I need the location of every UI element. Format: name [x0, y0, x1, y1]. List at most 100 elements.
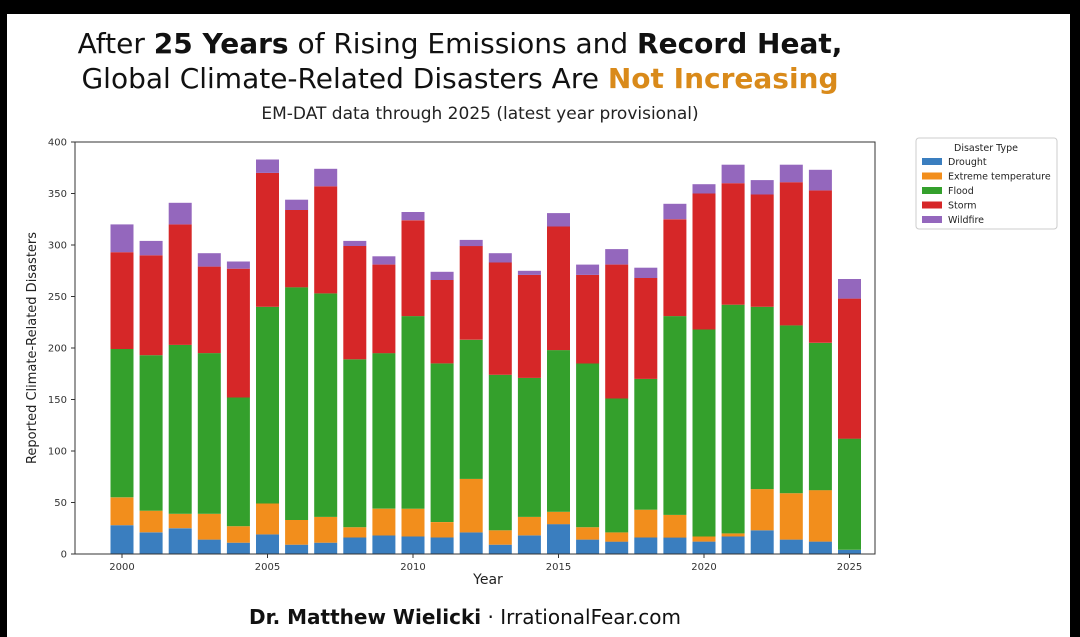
chart-subtitle: EM-DAT data through 2025 (latest year pr…	[261, 104, 699, 124]
bar-wildfire-2014	[517, 270, 541, 275]
bar-drought-2018	[634, 537, 658, 554]
bar-storm-2022	[750, 194, 774, 307]
y-tick-label: 300	[48, 241, 67, 252]
bar-storm-2007	[314, 186, 338, 294]
bar-storm-2024	[808, 190, 832, 343]
bar-wildfire-2009	[372, 256, 396, 265]
bar-wildfire-2017	[605, 249, 629, 265]
bar-flood-2022	[750, 306, 774, 490]
bar-storm-2011	[430, 280, 454, 364]
bar-wildfire-2011	[430, 271, 454, 280]
bar-extreme-temperature-2017	[605, 532, 629, 542]
bar-flood-2007	[314, 293, 338, 517]
bar-flood-2017	[605, 398, 629, 533]
bar-extreme-temperature-2012	[459, 478, 483, 533]
bar-wildfire-2025	[838, 279, 861, 299]
bar-drought-2001	[139, 532, 163, 554]
bar-flood-2015	[547, 350, 570, 512]
x-tick-label: 2015	[546, 562, 571, 573]
bar-storm-2009	[372, 264, 396, 354]
bar-storm-2000	[110, 252, 134, 349]
bar-drought-2010	[401, 536, 425, 554]
x-tick-label: 2010	[400, 562, 425, 573]
bar-drought-2019	[663, 537, 687, 554]
bar-storm-2005	[256, 172, 279, 307]
bar-extreme-temperature-2004	[226, 526, 250, 543]
legend-title: Disaster Type	[954, 143, 1018, 154]
bar-flood-2025	[838, 438, 861, 550]
bar-flood-2003	[197, 353, 221, 514]
bar-extreme-temperature-2020	[692, 536, 716, 542]
bar-storm-2012	[459, 246, 483, 340]
legend-label-flood: Flood	[948, 186, 974, 197]
bar-flood-2009	[372, 353, 396, 509]
bar-storm-2018	[634, 278, 658, 379]
y-tick-label: 150	[48, 395, 67, 406]
bar-flood-2021	[721, 304, 745, 534]
bar-extreme-temperature-2001	[139, 510, 163, 533]
bar-drought-2017	[605, 541, 629, 554]
bar-wildfire-2018	[634, 267, 658, 278]
legend-swatch-storm	[922, 201, 942, 209]
bar-flood-2019	[663, 316, 687, 515]
bar-storm-2016	[576, 274, 600, 364]
bar-drought-2021	[721, 536, 745, 554]
bar-extreme-temperature-2003	[197, 513, 221, 540]
legend-box	[915, 137, 1058, 230]
bar-flood-2006	[285, 287, 309, 520]
y-tick-label: 0	[61, 550, 67, 561]
bar-drought-2003	[197, 539, 221, 554]
bar-storm-2001	[139, 255, 163, 356]
bar-wildfire-2008	[343, 240, 367, 246]
bar-drought-2000	[110, 525, 134, 554]
bar-drought-2016	[576, 539, 600, 554]
bar-extreme-temperature-2000	[110, 497, 134, 526]
bar-drought-2004	[226, 542, 250, 554]
bar-extreme-temperature-2022	[750, 489, 774, 531]
x-tick-label: 2020	[691, 562, 716, 573]
bar-flood-2024	[808, 342, 832, 491]
bar-storm-2025	[838, 298, 861, 439]
bar-flood-2004	[226, 397, 250, 527]
legend: Disaster Type Drought Extreme temperature F…	[915, 137, 1058, 230]
bar-drought-2022	[750, 530, 774, 554]
bar-drought-2005	[256, 534, 279, 554]
footer-separator: ·	[481, 605, 501, 629]
bar-extreme-temperature-2015	[547, 511, 570, 525]
legend-label-wildfire: Wildfire	[948, 215, 984, 226]
bar-storm-2014	[517, 274, 541, 378]
x-tick-label: 2000	[109, 562, 134, 573]
bar-storm-2004	[226, 268, 250, 398]
bar-flood-2001	[139, 355, 163, 511]
bar-flood-2018	[634, 378, 658, 510]
bar-storm-2008	[343, 246, 367, 360]
footer-author: Dr. Matthew Wielicki	[248, 605, 482, 629]
bar-storm-2010	[401, 220, 425, 317]
bar-wildfire-2003	[197, 253, 221, 267]
legend-swatch-extreme-temperature	[922, 172, 942, 180]
bar-wildfire-2000	[110, 224, 134, 253]
bar-flood-2013	[488, 374, 512, 531]
chart-title-line-1: After 25 Years of Rising Emissions and R…	[77, 27, 843, 60]
bar-drought-2020	[692, 541, 716, 554]
legend-swatch-drought	[922, 158, 942, 165]
bar-extreme-temperature-2013	[488, 530, 512, 545]
y-tick-label: 100	[48, 447, 67, 458]
bar-drought-2007	[314, 542, 338, 554]
bar-extreme-temperature-2018	[634, 509, 658, 538]
bar-drought-2024	[808, 541, 832, 554]
bar-storm-2023	[779, 182, 803, 326]
x-axis-label: Year	[472, 572, 503, 588]
bar-extreme-temperature-2016	[576, 527, 600, 540]
y-tick-label: 400	[48, 138, 67, 149]
x-tick-label: 2005	[255, 562, 280, 573]
footer-site: IrrationalFear.com	[500, 605, 682, 629]
bar-extreme-temperature-2005	[256, 503, 279, 535]
bar-wildfire-2012	[459, 239, 483, 247]
bar-wildfire-2021	[721, 164, 745, 184]
bar-extreme-temperature-2014	[517, 516, 541, 536]
bar-wildfire-2015	[547, 213, 570, 227]
bar-storm-2021	[721, 183, 745, 305]
bar-wildfire-2010	[401, 212, 425, 221]
